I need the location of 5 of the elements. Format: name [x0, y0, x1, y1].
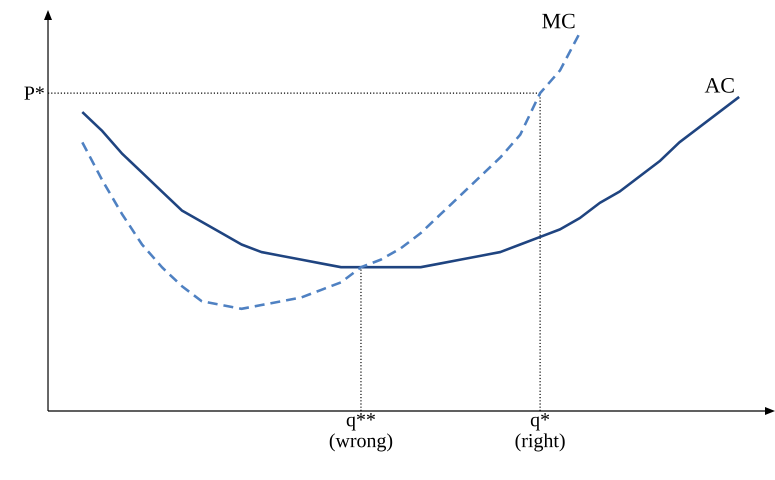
ref-line-label: P*	[24, 86, 44, 100]
series-label: MC	[542, 14, 575, 28]
series-label: AC	[704, 78, 734, 93]
x-tick-label: q** (wrong)	[330, 413, 392, 452]
x-tick-label: q* (right)	[516, 413, 565, 452]
